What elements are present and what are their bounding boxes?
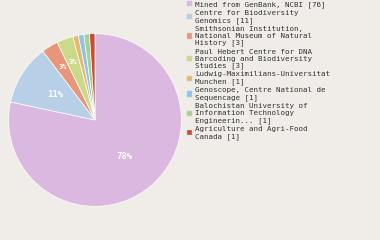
Wedge shape: [9, 34, 181, 206]
Wedge shape: [84, 34, 95, 120]
Wedge shape: [78, 34, 95, 120]
Text: 11%: 11%: [47, 90, 63, 99]
Wedge shape: [89, 34, 95, 120]
Text: 3%: 3%: [69, 59, 78, 65]
Text: 3%: 3%: [58, 64, 67, 70]
Wedge shape: [11, 51, 95, 120]
Wedge shape: [43, 42, 95, 120]
Wedge shape: [57, 36, 95, 120]
Text: 78%: 78%: [117, 152, 133, 162]
Legend: Mined from GenBank, NCBI [76], Centre for Biodiversity
Genomics [11], Smithsonia: Mined from GenBank, NCBI [76], Centre fo…: [186, 0, 331, 140]
Wedge shape: [73, 35, 95, 120]
